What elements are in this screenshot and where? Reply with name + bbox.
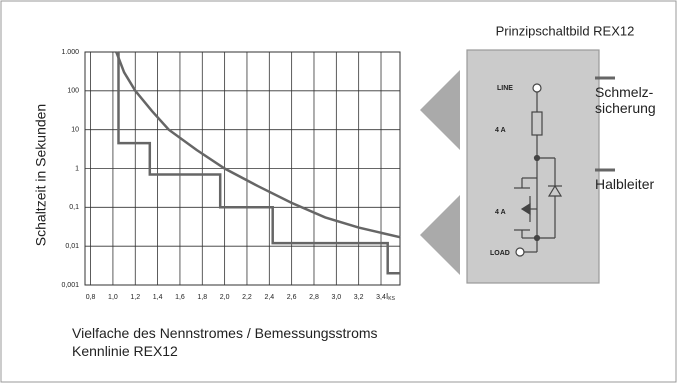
load-label: LOAD (490, 250, 510, 257)
arrow (420, 195, 460, 275)
y-tick-label: 1 (75, 165, 79, 172)
x-tick-label: 2,8 (309, 294, 319, 301)
y-tick-label: 0,01 (65, 243, 79, 250)
diagram-title: Prinzipschaltbild REX12 (496, 23, 635, 38)
x-tick-label: 3,4 (376, 294, 386, 301)
fuse-rating: 4 A (495, 127, 506, 134)
series-line (117, 52, 400, 275)
arrow (420, 70, 460, 150)
x-tick-label: 2,2 (242, 294, 252, 301)
semi-rating: 4 A (495, 209, 506, 216)
x-tick-label: 2,0 (220, 294, 230, 301)
y-tick-label: 0,001 (61, 282, 79, 289)
caption: Kennlinie REX12 (72, 343, 178, 359)
y-tick-label: 10 (71, 127, 79, 134)
x-tick-label: 3,0 (331, 294, 341, 301)
x-unit: I (386, 292, 388, 301)
y-axis-title: Schaltzeit in Sekunden (33, 104, 49, 246)
x-tick-label: 1,0 (108, 294, 118, 301)
x-tick-label: 1,4 (153, 294, 163, 301)
series-line (115, 51, 401, 239)
x-tick-label: 3,2 (354, 294, 364, 301)
x-tick-label: 1,8 (197, 294, 207, 301)
y-tick-label: 100 (67, 88, 79, 95)
x-unit-sub: KS (388, 296, 395, 302)
legend-label: Schmelz- sicherung (595, 84, 656, 116)
y-tick-label: 0,1 (69, 204, 79, 211)
x-axis-title: Vielfache des Nennstromes / Bemessungsst… (72, 325, 378, 341)
circuit (466, 49, 600, 284)
x-tick-label: 0,8 (86, 294, 96, 301)
x-tick-label: 2,4 (264, 294, 274, 301)
x-tick-label: 1,2 (130, 294, 140, 301)
x-tick-label: 2,6 (287, 294, 297, 301)
x-tick-label: 1,6 (175, 294, 185, 301)
legend-label: Halbleiter (595, 176, 655, 192)
line-label: LINE (497, 85, 513, 92)
x-unit-label: IKS (386, 292, 396, 302)
y-tick-label: 1.000 (61, 49, 79, 56)
